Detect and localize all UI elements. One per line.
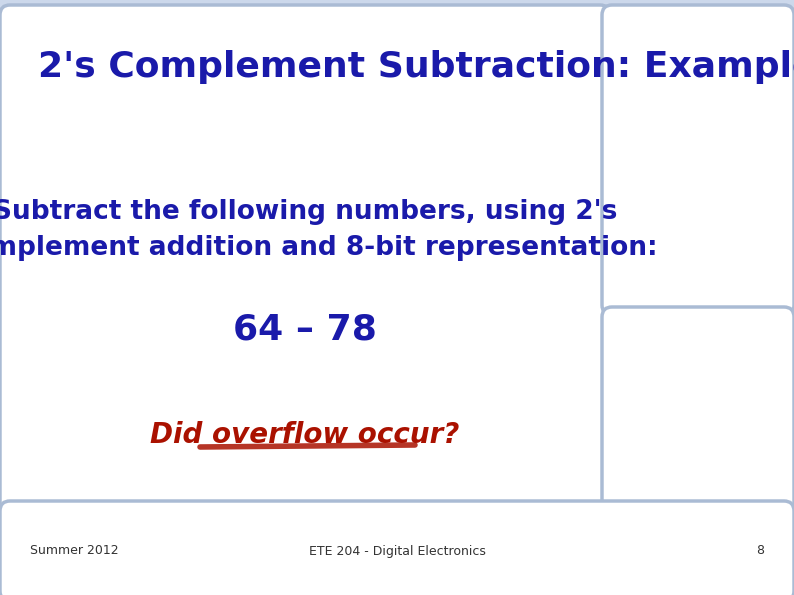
- Text: Summer 2012: Summer 2012: [30, 544, 118, 558]
- Text: Subtract the following numbers, using 2's
Complement addition and 8-bit represen: Subtract the following numbers, using 2'…: [0, 199, 657, 261]
- Text: Did overflow occur?: Did overflow occur?: [150, 421, 460, 449]
- FancyBboxPatch shape: [602, 307, 794, 517]
- Text: 64 – 78: 64 – 78: [233, 313, 377, 347]
- Text: 8: 8: [756, 544, 764, 558]
- Text: ETE 204 - Digital Electronics: ETE 204 - Digital Electronics: [309, 544, 485, 558]
- FancyBboxPatch shape: [0, 5, 610, 517]
- FancyBboxPatch shape: [0, 501, 794, 595]
- Text: 2's Complement Subtraction: Example: 2's Complement Subtraction: Example: [38, 50, 794, 84]
- FancyBboxPatch shape: [602, 5, 794, 315]
